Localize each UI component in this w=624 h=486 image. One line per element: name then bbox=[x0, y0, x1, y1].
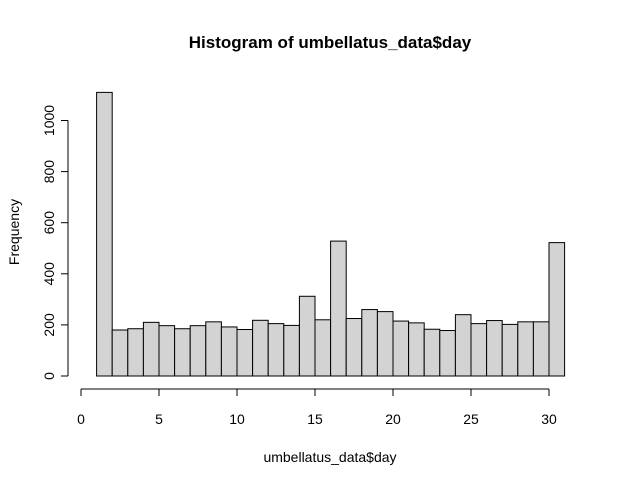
histogram-bar bbox=[314, 319, 332, 377]
histogram-bar bbox=[345, 318, 363, 377]
y-tick-label: 800 bbox=[41, 160, 57, 184]
histogram-bar bbox=[236, 329, 254, 377]
x-tick-label: 10 bbox=[229, 411, 245, 427]
x-tick-label: 15 bbox=[307, 411, 323, 427]
histogram-bar bbox=[454, 314, 472, 377]
histogram-bar bbox=[220, 326, 238, 377]
histogram-bar bbox=[376, 311, 394, 377]
x-axis: 0 5 10 15 20 25 30 bbox=[77, 388, 557, 427]
histogram-bar bbox=[361, 309, 378, 377]
y-tick-label: 0 bbox=[41, 372, 57, 380]
y-tick-label: 400 bbox=[41, 262, 57, 286]
histogram-bar bbox=[142, 321, 160, 377]
histogram-bar bbox=[205, 321, 222, 377]
y-tick-label: 1000 bbox=[41, 105, 57, 136]
histogram-bar bbox=[158, 325, 176, 377]
histogram-bar bbox=[392, 320, 410, 377]
histogram-bar bbox=[548, 242, 566, 377]
histogram-bar bbox=[283, 324, 300, 377]
histogram-bar bbox=[517, 321, 534, 377]
x-axis-label: umbellatus_data$day bbox=[263, 449, 396, 465]
chart-title: Histogram of umbellatus_data$day bbox=[189, 33, 472, 52]
histogram-bar bbox=[470, 323, 488, 377]
histogram-bar bbox=[189, 325, 207, 377]
y-tick-label: 600 bbox=[41, 211, 57, 235]
y-axis-label: Frequency bbox=[6, 199, 22, 265]
x-tick-label: 25 bbox=[463, 411, 479, 427]
histogram-bar bbox=[252, 319, 269, 377]
histogram-bar bbox=[298, 295, 316, 377]
y-axis: 0 200 400 600 800 1000 bbox=[41, 105, 69, 380]
histogram-bar bbox=[408, 322, 425, 377]
x-tick-label: 30 bbox=[541, 411, 557, 427]
histogram-bar bbox=[111, 329, 129, 377]
histogram-bar bbox=[267, 323, 285, 377]
histogram-bar bbox=[501, 323, 519, 377]
histogram-bar bbox=[439, 330, 456, 377]
histogram-bar bbox=[486, 320, 503, 377]
bars-group bbox=[96, 91, 566, 377]
x-tick-label: 5 bbox=[155, 411, 163, 427]
histogram-bar bbox=[532, 321, 550, 377]
histogram-bar bbox=[96, 91, 113, 377]
y-tick-label: 200 bbox=[41, 313, 57, 337]
histogram-bar bbox=[127, 328, 144, 377]
histogram-bar bbox=[423, 328, 441, 377]
histogram-bar bbox=[330, 240, 347, 377]
x-tick-label: 0 bbox=[77, 411, 85, 427]
x-tick-label: 20 bbox=[385, 411, 401, 427]
histogram-bar bbox=[174, 328, 191, 377]
